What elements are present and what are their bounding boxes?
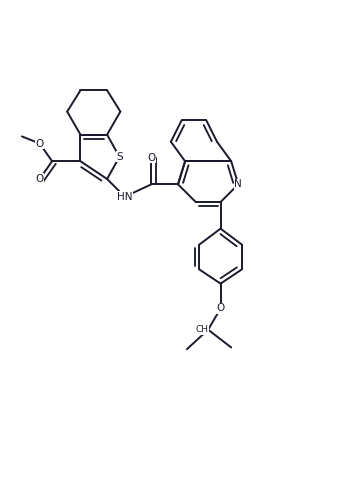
Text: HN: HN bbox=[117, 192, 133, 202]
Text: O: O bbox=[147, 152, 155, 163]
Text: O: O bbox=[35, 139, 44, 149]
Text: N: N bbox=[234, 179, 242, 189]
Text: CH: CH bbox=[195, 325, 208, 334]
Text: S: S bbox=[116, 152, 123, 162]
Text: O: O bbox=[35, 174, 44, 184]
Text: O: O bbox=[217, 304, 225, 314]
